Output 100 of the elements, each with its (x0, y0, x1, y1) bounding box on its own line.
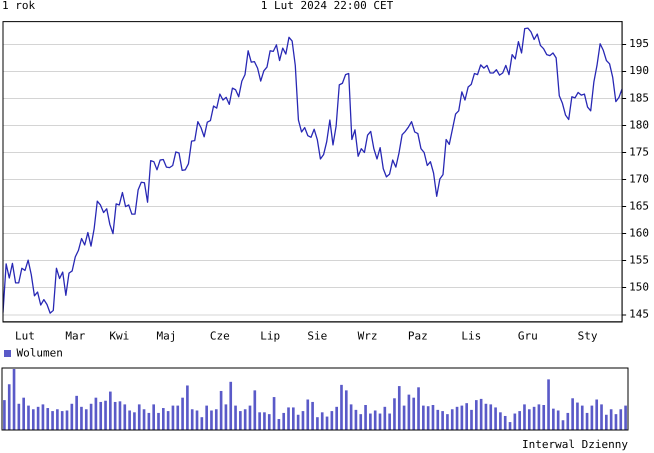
bar (494, 407, 497, 430)
bar (94, 398, 98, 430)
x-tick-label: Sie (307, 329, 328, 342)
bar (51, 411, 54, 430)
bar (538, 404, 540, 430)
bar (556, 410, 560, 430)
bar (384, 406, 386, 430)
bar (532, 406, 536, 430)
bar (302, 411, 304, 430)
bar (181, 398, 184, 430)
bar (378, 414, 382, 430)
bar (114, 402, 116, 430)
bar (176, 406, 180, 430)
x-tick-label: Mar (65, 329, 86, 342)
bar (99, 402, 102, 430)
bar (354, 410, 358, 430)
bar (229, 382, 232, 430)
text: Interwal Dzienny (521, 438, 629, 452)
bar (214, 409, 218, 430)
bar (292, 407, 295, 430)
bar (374, 410, 377, 430)
bar (364, 404, 367, 430)
x-tick-label: Cze (210, 329, 230, 342)
bar (402, 406, 406, 430)
bar (296, 414, 300, 430)
bar (474, 400, 478, 430)
bar (84, 409, 88, 430)
bar (504, 416, 507, 430)
bar (619, 409, 622, 430)
bar (369, 414, 372, 430)
bar (220, 390, 222, 430)
bar (499, 412, 502, 430)
bar (480, 398, 482, 430)
bar (311, 402, 314, 430)
bar (278, 419, 280, 430)
bar (460, 406, 464, 430)
y-tick-label: 190 (629, 64, 650, 78)
bar (624, 406, 627, 430)
bar (258, 412, 261, 430)
bar (571, 398, 574, 430)
bar (465, 403, 468, 430)
bar (287, 407, 290, 430)
bar (316, 417, 319, 430)
bar (60, 411, 64, 430)
bar (128, 410, 131, 430)
bar (282, 412, 286, 430)
y-tick-label: 170 (629, 172, 650, 186)
y-tick-label: 195 (629, 37, 650, 50)
bar (138, 404, 141, 430)
legend-label: Wolumen (16, 346, 63, 360)
bar (46, 408, 50, 430)
bar (152, 404, 156, 430)
x-tick-label: Wrz (358, 329, 378, 342)
bar (441, 411, 444, 430)
bar (426, 406, 430, 430)
bar (80, 406, 83, 430)
bar (210, 410, 213, 430)
bar (268, 414, 271, 430)
y-tick-label: 185 (629, 91, 650, 104)
bar (359, 414, 362, 430)
bar (166, 411, 170, 430)
x-tick-label: Lut (15, 329, 35, 342)
bar (446, 414, 449, 430)
bar (205, 406, 208, 430)
bar (90, 404, 92, 430)
bar (330, 411, 334, 430)
bar (576, 402, 579, 430)
bar (234, 406, 237, 430)
bar (157, 412, 160, 430)
x-tick-label: Kwi (109, 329, 130, 342)
bar (186, 385, 189, 430)
bar (66, 410, 68, 430)
bar (12, 369, 16, 430)
bar (244, 409, 246, 430)
bar (450, 409, 454, 430)
y-tick-label: 145 (629, 308, 650, 321)
bar (133, 412, 136, 430)
bar (123, 404, 126, 430)
bar (590, 406, 594, 430)
bar (8, 384, 11, 430)
bar (118, 401, 122, 430)
bar (239, 411, 242, 430)
bar (388, 414, 391, 430)
y-tick-label: 165 (629, 199, 650, 212)
bar (542, 404, 546, 430)
x-tick-label: Gru (518, 329, 538, 342)
bar (326, 416, 328, 430)
bar (432, 404, 434, 430)
bar (547, 379, 550, 430)
bar (142, 409, 146, 430)
y-tick-label: 155 (629, 254, 650, 267)
bar (3, 400, 6, 430)
bar (27, 406, 30, 430)
bar (350, 404, 352, 430)
bar (470, 410, 473, 430)
y-tick-label: 175 (629, 145, 650, 158)
bar (224, 404, 228, 430)
bar (514, 414, 516, 430)
bar (272, 397, 276, 430)
bar (32, 409, 35, 430)
